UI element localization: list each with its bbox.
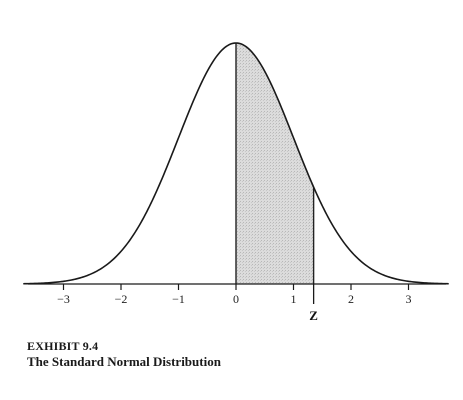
x-tick-label: −3: [57, 292, 70, 306]
figure-caption: EXHIBIT 9.4 The Standard Normal Distribu…: [27, 339, 221, 369]
x-tick-label: −2: [115, 292, 128, 306]
x-tick-label: 2: [348, 292, 354, 306]
z-marker-label: Z: [309, 308, 318, 323]
x-tick-label: −1: [172, 292, 185, 306]
x-tick-label: 0: [233, 292, 239, 306]
x-axis-ticks: [62, 284, 410, 290]
x-tick-label: 3: [406, 292, 412, 306]
x-axis-tick-labels: −3 −2 −1 0 1 2 3: [57, 292, 411, 306]
normal-density-curve: [23, 42, 449, 285]
exhibit-title: The Standard Normal Distribution: [27, 354, 221, 369]
x-tick-label: 1: [291, 292, 297, 306]
exhibit-number: EXHIBIT 9.4: [27, 339, 99, 353]
shaded-area-zero-to-z: [236, 43, 314, 284]
normal-distribution-chart: −3 −2 −1 0 1 2 3 Z: [23, 42, 449, 323]
